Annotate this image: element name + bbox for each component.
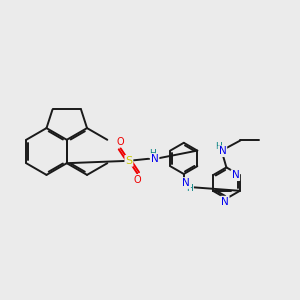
Text: N: N xyxy=(221,196,229,207)
Text: N: N xyxy=(151,154,159,164)
Text: O: O xyxy=(117,136,124,147)
Text: N: N xyxy=(182,178,190,188)
Text: H: H xyxy=(215,142,222,151)
Text: N: N xyxy=(219,146,226,156)
Text: S: S xyxy=(125,156,133,166)
Text: H: H xyxy=(149,148,156,158)
Text: O: O xyxy=(134,175,141,185)
Text: N: N xyxy=(232,170,239,180)
Text: H: H xyxy=(186,184,193,193)
